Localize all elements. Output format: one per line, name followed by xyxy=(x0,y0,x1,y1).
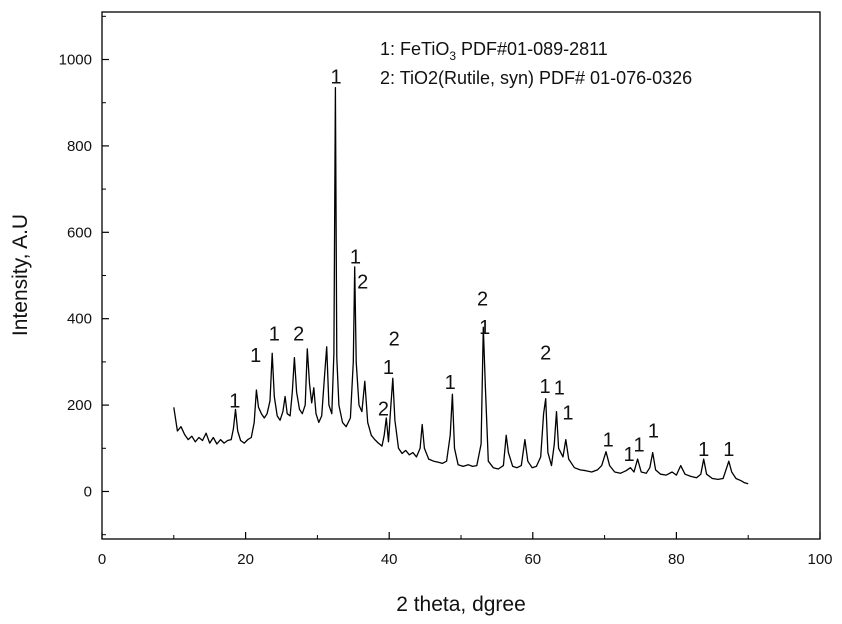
x-axis-title: 2 theta, dgree xyxy=(396,593,526,616)
peak-label: 1 xyxy=(479,317,490,339)
peak-label: 2 xyxy=(389,328,400,350)
peak-label: 1 xyxy=(634,434,645,456)
peak-label: 1 xyxy=(250,345,261,367)
legend: 1: FeTiO3 PDF#01-089-2811 2: TiO2(Rutile,… xyxy=(380,39,692,88)
peak-label: 1 xyxy=(648,420,659,442)
peak-label: 2 xyxy=(477,288,488,310)
peak-label: 1 xyxy=(723,439,734,461)
legend-entry-2: 2: TiO2(Rutile, syn) PDF# 01-076-0326 xyxy=(380,68,692,88)
peak-label: 1 xyxy=(350,246,361,268)
peak-label: 1 xyxy=(383,357,394,379)
peak-label: 1 xyxy=(269,323,280,345)
y-tick-label: 0 xyxy=(84,483,92,500)
series-layer xyxy=(173,86,749,485)
x-tick-label: 40 xyxy=(381,551,398,568)
y-tick-label: 400 xyxy=(67,311,92,328)
peak-label: 1 xyxy=(229,390,240,412)
peak-label: 1 xyxy=(698,439,709,461)
peak-label: 1 xyxy=(331,66,342,88)
y-axis-ticks: 0 200 400 600 800 1000 xyxy=(59,15,109,536)
x-tick-label: 20 xyxy=(237,551,254,568)
y-tick-label: 1000 xyxy=(59,52,92,69)
x-tick-label: 60 xyxy=(524,551,541,568)
peak-label: 2 xyxy=(293,323,304,345)
legend-entry-1: 1: FeTiO3 PDF#01-089-2811 xyxy=(380,39,608,63)
peak-label: 1 xyxy=(445,372,456,394)
peak-label: 2 xyxy=(540,342,551,364)
peak-label: 1 xyxy=(554,377,565,399)
peak-label: 2 xyxy=(378,398,389,420)
x-tick-label: 0 xyxy=(98,551,106,568)
x-axis-ticks: 0 20 40 60 80 100 xyxy=(98,532,833,568)
x-tick-label: 80 xyxy=(668,551,685,568)
x-tick-label: 100 xyxy=(807,551,832,568)
y-tick-label: 200 xyxy=(67,397,92,414)
y-tick-label: 800 xyxy=(67,138,92,155)
peak-label: 1 xyxy=(623,444,634,466)
xrd-pattern-line xyxy=(173,86,749,485)
plot-frame xyxy=(101,11,821,540)
peak-label: 1 xyxy=(539,376,550,398)
y-axis-title: Intensity, A.U xyxy=(9,214,32,336)
peak-label: 1 xyxy=(562,402,573,424)
y-tick-label: 600 xyxy=(67,224,92,241)
peak-label: 1 xyxy=(603,430,614,452)
peak-label: 2 xyxy=(357,271,368,293)
